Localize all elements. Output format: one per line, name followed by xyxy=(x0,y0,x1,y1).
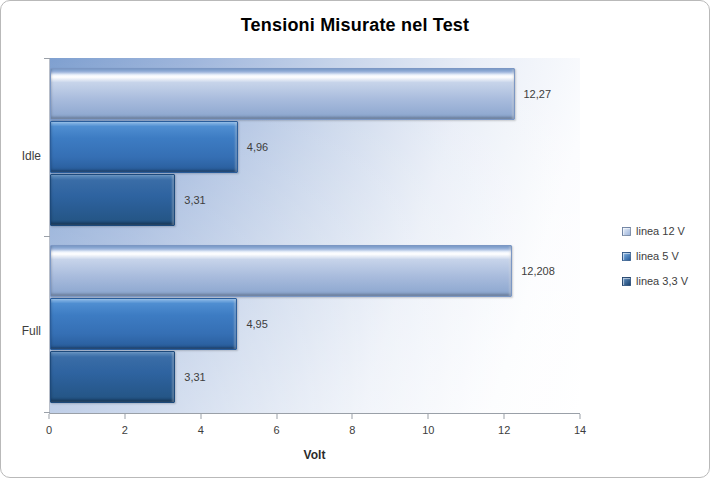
bar-row: 12,208 xyxy=(50,245,580,297)
bar-group-idle: 12,27 4,96 3,31 xyxy=(50,58,580,236)
bar-linea-5-v-idle[interactable] xyxy=(50,121,238,173)
data-label: 3,31 xyxy=(184,194,205,206)
bar-linea-12-v-full[interactable] xyxy=(50,245,512,297)
data-label: 4,95 xyxy=(246,318,267,330)
x-tick-label: 0 xyxy=(46,424,52,436)
bar-linea-12-v-idle[interactable] xyxy=(50,68,515,120)
bar-linea-5-v-full[interactable] xyxy=(50,298,237,350)
x-tick-mark xyxy=(200,414,201,419)
bar-row: 3,31 xyxy=(50,351,580,403)
chart-title: Tensioni Misurate nel Test xyxy=(1,15,709,36)
category-label-idle: Idle xyxy=(1,149,41,163)
legend-swatch-icon xyxy=(622,227,631,236)
legend-swatch-icon xyxy=(622,277,631,286)
bar-linea-3-3-v-full[interactable] xyxy=(50,351,175,403)
x-tick-mark xyxy=(276,414,277,419)
data-label: 12,27 xyxy=(524,88,552,100)
chart-container: Tensioni Misurate nel Test 12,27 4,96 3,31… xyxy=(0,0,710,478)
legend-item-linea-5-v[interactable]: linea 5 V xyxy=(622,250,688,262)
x-tick-mark xyxy=(504,414,505,419)
legend: linea 12 V linea 5 V linea 3,3 V xyxy=(622,225,688,287)
bar-group-full: 12,208 4,95 3,31 xyxy=(50,236,580,414)
x-tick-label: 4 xyxy=(198,424,204,436)
x-tick-label: 2 xyxy=(122,424,128,436)
x-tick-mark xyxy=(580,414,581,419)
plot-area: 12,27 4,96 3,31 12,208 4,95 3,31 xyxy=(49,58,580,414)
legend-label: linea 12 V xyxy=(636,225,685,237)
x-axis-title: Volt xyxy=(49,448,580,462)
x-tick-label: 10 xyxy=(422,424,434,436)
x-tick-mark xyxy=(352,414,353,419)
x-tick-label: 14 xyxy=(574,424,586,436)
bar-linea-3-3-v-idle[interactable] xyxy=(50,174,175,226)
x-tick-mark xyxy=(49,414,50,419)
legend-item-linea-3-3-v[interactable]: linea 3,3 V xyxy=(622,275,688,287)
x-tick-label: 8 xyxy=(349,424,355,436)
data-label: 12,208 xyxy=(521,265,555,277)
data-label: 4,96 xyxy=(247,141,268,153)
bar-row: 3,31 xyxy=(50,174,580,226)
legend-label: linea 3,3 V xyxy=(636,275,688,287)
legend-swatch-icon xyxy=(622,252,631,261)
bar-row: 12,27 xyxy=(50,68,580,120)
category-axis-tick xyxy=(44,412,50,413)
legend-item-linea-12-v[interactable]: linea 12 V xyxy=(622,225,688,237)
category-label-full: Full xyxy=(1,324,41,338)
category-axis-tick xyxy=(44,236,50,237)
x-tick-mark xyxy=(124,414,125,419)
data-label: 3,31 xyxy=(184,371,205,383)
x-tick-label: 6 xyxy=(274,424,280,436)
bar-row: 4,96 xyxy=(50,121,580,173)
bar-row: 4,95 xyxy=(50,298,580,350)
x-tick-mark xyxy=(428,414,429,419)
category-axis-tick xyxy=(44,58,50,59)
x-tick-label: 12 xyxy=(498,424,510,436)
legend-label: linea 5 V xyxy=(636,250,679,262)
